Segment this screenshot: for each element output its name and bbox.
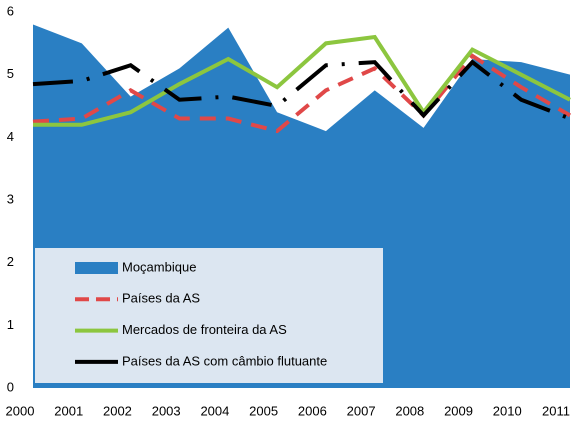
y-tick-label: 5 bbox=[7, 66, 14, 81]
y-tick-label: 4 bbox=[7, 129, 14, 144]
y-tick-label: 2 bbox=[7, 254, 14, 269]
y-tick-label: 0 bbox=[7, 379, 14, 394]
x-tick-label: 2009 bbox=[444, 403, 473, 418]
x-tick-label: 2005 bbox=[249, 403, 278, 418]
y-tick-label: 6 bbox=[7, 3, 14, 18]
x-tick-label: 2004 bbox=[200, 403, 229, 418]
line bbox=[32, 53, 572, 134]
x-tick-label: 2002 bbox=[103, 403, 132, 418]
line bbox=[33, 34, 571, 127]
x-tick-label: 2006 bbox=[298, 403, 327, 418]
legend-label: Países da AS bbox=[122, 291, 200, 306]
x-tick-label: 2010 bbox=[493, 403, 522, 418]
x-tick-label: 2001 bbox=[54, 403, 83, 418]
legend-label: Mercados de fronteira da AS bbox=[122, 322, 287, 337]
line bbox=[32, 59, 571, 121]
x-tick-label: 2003 bbox=[152, 403, 181, 418]
legend-label: Países da AS com câmbio flutuante bbox=[122, 353, 327, 368]
legend-label: Moçambique bbox=[122, 259, 196, 274]
x-tick-label: 2008 bbox=[395, 403, 424, 418]
x-tick-label: 2007 bbox=[347, 403, 376, 418]
x-tick-label: 2011 bbox=[542, 403, 570, 418]
y-tick-label: 3 bbox=[7, 191, 14, 206]
y-tick-label: 1 bbox=[7, 317, 14, 332]
legend-swatch bbox=[75, 262, 118, 274]
x-tick-label: 2000 bbox=[6, 403, 35, 418]
